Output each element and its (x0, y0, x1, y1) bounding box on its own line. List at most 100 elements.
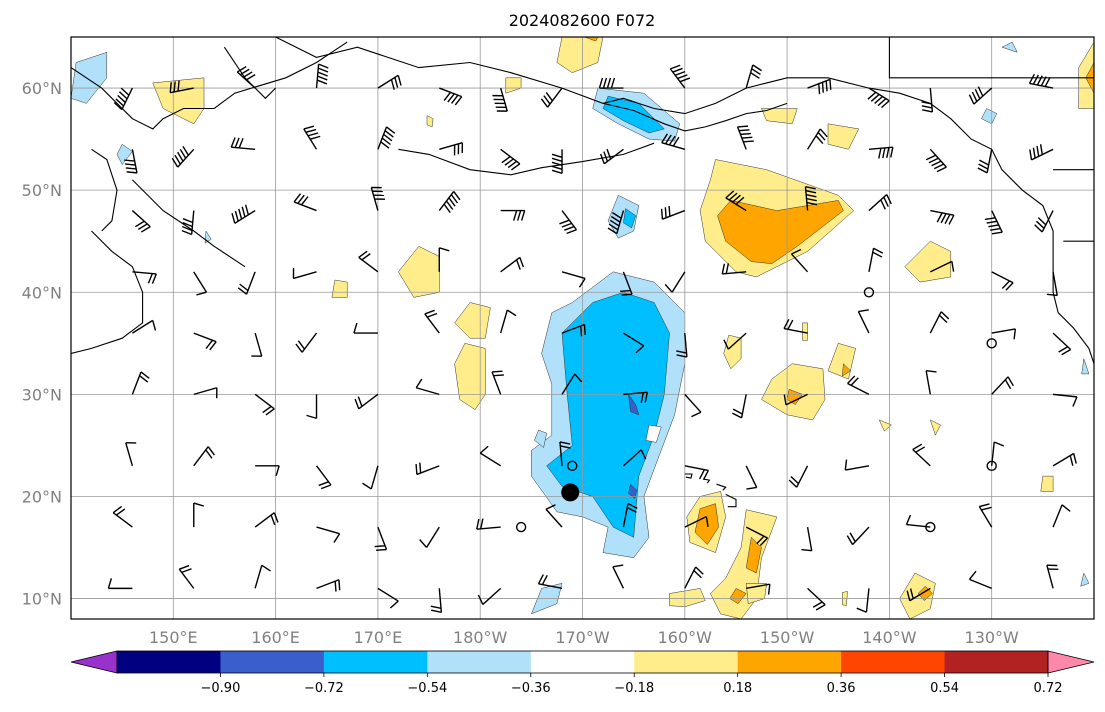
colorbar-segment (841, 651, 946, 673)
pos-small-d (331, 279, 348, 298)
wind-barb (370, 186, 386, 211)
neg-tongue-hole (645, 424, 662, 443)
wind-barb (868, 146, 894, 159)
lon-label: 150°E (149, 628, 198, 647)
wind-barb (661, 133, 685, 150)
wind-barb (193, 446, 215, 467)
lon-label: 150°W (760, 628, 815, 647)
pos-far-east-2-core (917, 585, 933, 601)
pos-small-k (669, 588, 706, 607)
wind-barb (424, 309, 440, 334)
pos-far-east-3 (1078, 41, 1094, 109)
wind-barb (977, 149, 993, 174)
wind-barb (978, 503, 993, 528)
wind-barb (193, 387, 218, 399)
wind-barb (732, 394, 747, 419)
coast-alaska-north (275, 37, 1094, 364)
wind-barb (723, 332, 747, 350)
colorbar-segment (737, 651, 842, 673)
pos-small-i (802, 322, 808, 341)
wind-barb (500, 148, 521, 171)
wind-barb (353, 322, 378, 334)
pos-dateline-3 (398, 245, 440, 298)
wind-barb (856, 588, 870, 613)
neg-small-7 (1081, 358, 1090, 375)
lat-label: 30°N (22, 385, 62, 404)
colorbar-under-arrow (70, 650, 118, 674)
colorbar-tick-label: 0.18 (723, 681, 752, 696)
wind-barb (746, 583, 771, 595)
coast-canada-box (888, 37, 1094, 79)
wind-barb (745, 465, 758, 490)
wind-barb (476, 518, 501, 530)
colorbar-segment (117, 651, 221, 673)
wind-barb (439, 87, 463, 106)
neg-tongue-dark-2 (628, 483, 637, 499)
colorbar-segment (220, 651, 325, 673)
colorbar-segment (427, 651, 532, 673)
wind-barb (599, 148, 624, 165)
wind-barb (806, 128, 828, 150)
neg-far-west (71, 51, 108, 104)
colorbar-segment (634, 651, 739, 673)
pos-small-c (723, 334, 742, 370)
wind-barb (844, 459, 870, 471)
graticule (71, 37, 1094, 619)
pos-small-e (761, 108, 798, 125)
pos-small-b (426, 115, 434, 128)
wind-barb (1046, 564, 1059, 589)
wind-barb (1052, 452, 1077, 467)
wind-barb (736, 125, 754, 150)
figure-title: 2024082600 F072 (509, 11, 656, 30)
wind-barb (112, 505, 133, 528)
wind-barb (846, 526, 870, 546)
wind-barb (622, 502, 638, 528)
pos-dateline-1 (454, 343, 486, 411)
wind-barb (500, 256, 525, 273)
wind-barbs (107, 63, 1078, 613)
wind-barb (292, 268, 317, 280)
wind-barb (540, 87, 563, 108)
lon-label: 180°W (453, 628, 508, 647)
calm-wind-circle (986, 460, 997, 472)
wind-barb (807, 78, 832, 95)
wind-barb (868, 193, 892, 212)
wind-barb (254, 564, 271, 589)
lat-label: 60°N (22, 79, 62, 98)
wind-barb (684, 515, 709, 528)
coast-sakhalin (91, 148, 118, 232)
wind-barb (1046, 271, 1058, 297)
colorbar-tick-label: 0.36 (827, 681, 856, 696)
wind-barb (251, 332, 263, 357)
coast-hawaii-1 (684, 473, 693, 479)
wind-barb (479, 445, 502, 467)
wind-barb (623, 391, 649, 403)
pos-hawaii-1-core (694, 503, 719, 545)
neg-small-west (534, 429, 547, 448)
pos-mid-east-2-core (842, 363, 851, 377)
calm-wind-circle (515, 521, 527, 533)
pos-small-f (827, 123, 860, 150)
wind-barb (354, 393, 379, 410)
wind-barb (230, 137, 256, 151)
wind-barb (930, 260, 955, 273)
wind-barb (193, 502, 204, 528)
neg-tongue-core (546, 292, 670, 538)
lat-label: 20°N (22, 487, 62, 506)
wind-barb (1052, 504, 1071, 528)
wind-barb (254, 512, 279, 528)
lat-label: 10°N (22, 590, 62, 609)
coast-kamchatka-west (223, 46, 276, 100)
wind-barb (622, 449, 647, 467)
neg-small-5 (1001, 41, 1018, 53)
coast-alaska-peninsula (602, 102, 788, 132)
wind-barb (721, 263, 747, 275)
wind-barb (439, 142, 464, 156)
wind-barb (867, 87, 890, 109)
wind-barb (132, 271, 157, 284)
colorbar-tick-label: −0.18 (614, 681, 654, 696)
wind-barb (991, 271, 1014, 291)
wind-barb (303, 125, 321, 150)
pos-far-east-1 (904, 240, 952, 283)
colorbar-tick-label: −0.36 (511, 681, 551, 696)
